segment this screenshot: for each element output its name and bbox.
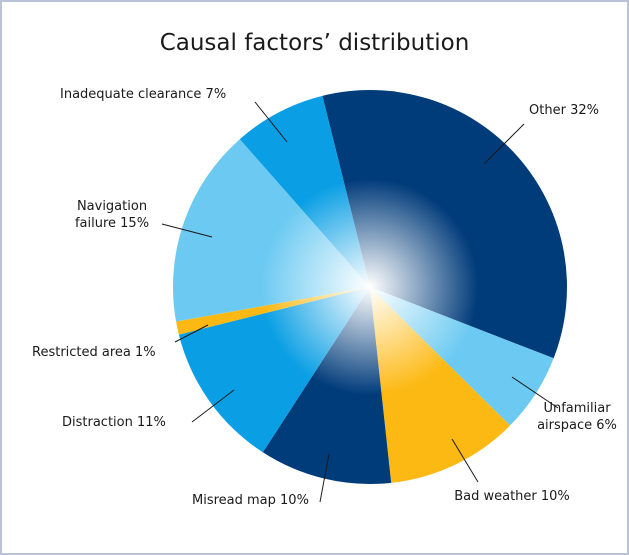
category-label: Other — [529, 103, 566, 118]
pie-slice — [262, 287, 392, 484]
leader-line — [319, 453, 330, 503]
value-label: 32% — [570, 103, 599, 118]
slice-label: Bad weather 10% — [442, 488, 582, 505]
slice-label: Unfamiliar airspace 6% — [532, 400, 622, 434]
pie-slice — [370, 287, 554, 426]
slice-label: Navigation failure 15% — [62, 198, 162, 232]
slice-label: Inadequate clearance 7% — [60, 86, 260, 103]
pie-slice — [322, 90, 567, 359]
category-label: Navigation failure — [74, 199, 148, 231]
value-label: 1% — [135, 345, 156, 360]
leader-line — [161, 223, 213, 238]
value-label: 6% — [596, 418, 617, 433]
leader-line — [451, 438, 479, 483]
value-label: 7% — [205, 87, 227, 102]
category-label: Unfamiliar airspace — [537, 401, 611, 433]
pie-slice — [173, 139, 370, 322]
pie-slice — [176, 287, 370, 335]
value-label: 15% — [120, 216, 150, 231]
slice-label: Other 32% — [514, 102, 614, 119]
leader-line — [254, 101, 288, 143]
category-label: Distraction — [62, 415, 133, 430]
pie-slice — [178, 287, 370, 453]
category-label: Inadequate clearance — [60, 87, 202, 102]
leader-line — [483, 123, 525, 165]
value-label: 10% — [540, 489, 570, 504]
chart-title: Causal factors’ distribution — [159, 30, 470, 56]
slice-label: Distraction 11% — [62, 414, 192, 431]
slice-label: Misread map 10% — [192, 492, 322, 509]
value-label: 10% — [280, 493, 309, 508]
leader-line — [511, 376, 559, 409]
slice-label: Restricted area 1% — [32, 344, 177, 361]
category-label: Bad weather — [454, 489, 537, 504]
category-label: Restricted area — [32, 345, 131, 360]
pie-slice — [370, 287, 511, 483]
pie-slice — [239, 95, 370, 287]
value-label: 11% — [137, 415, 166, 430]
leader-line — [191, 389, 235, 423]
leader-line — [174, 324, 209, 343]
category-label: Misread map — [192, 493, 276, 508]
